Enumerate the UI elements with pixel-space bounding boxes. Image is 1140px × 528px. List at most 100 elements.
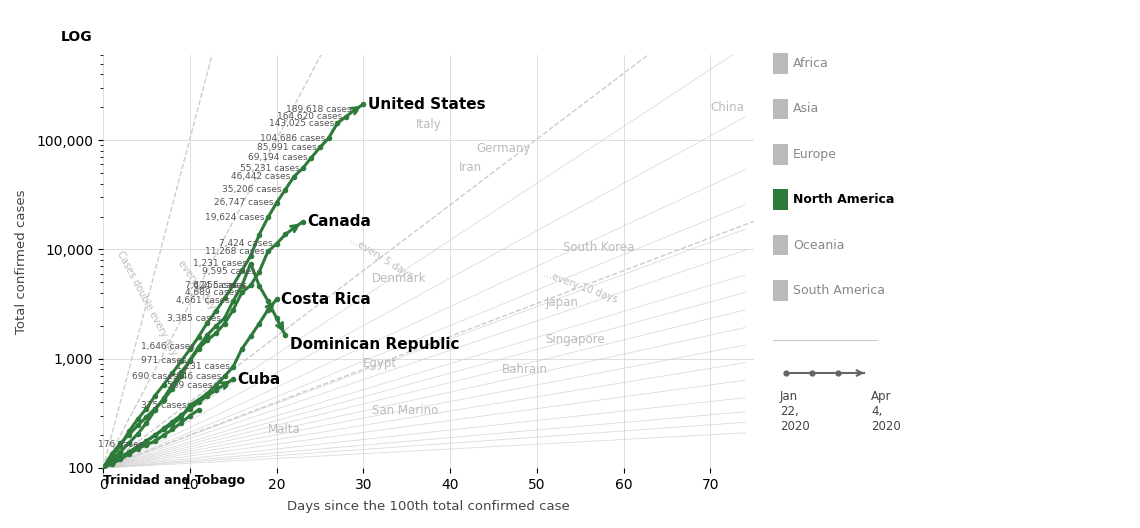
Point: [93, 464, 112, 472]
Point: [242, 281, 260, 290]
Point: [233, 281, 251, 290]
Text: Singapore: Singapore: [546, 333, 605, 346]
Point: [189, 406, 207, 414]
Text: 375 cases: 375 cases: [141, 401, 186, 410]
Point: [112, 448, 130, 456]
Point: [103, 453, 121, 461]
Point: [129, 442, 147, 450]
Text: 569 cases: 569 cases: [166, 381, 212, 390]
Point: [233, 288, 251, 297]
Point: [163, 380, 181, 389]
Point: [206, 307, 225, 315]
Point: [129, 415, 147, 423]
Text: Costa Rica: Costa Rica: [280, 292, 370, 307]
Point: [93, 464, 112, 472]
Text: Jan
22,
2020: Jan 22, 2020: [780, 390, 809, 432]
Point: [172, 411, 190, 419]
FancyBboxPatch shape: [773, 235, 788, 256]
Point: [242, 259, 260, 268]
Point: [215, 294, 234, 303]
Text: China: China: [710, 101, 744, 114]
Text: Apr
4,
2020: Apr 4, 2020: [871, 390, 901, 432]
Point: [206, 386, 225, 394]
Point: [181, 401, 199, 409]
Point: [146, 404, 164, 413]
Point: [93, 464, 112, 472]
Text: 846 cases: 846 cases: [176, 372, 221, 381]
Text: 3,385 cases: 3,385 cases: [168, 314, 221, 323]
Point: [112, 439, 130, 448]
Point: [189, 398, 207, 407]
Point: [206, 381, 225, 390]
Point: [225, 375, 243, 383]
Point: [268, 295, 286, 304]
Point: [215, 380, 234, 389]
Point: [112, 454, 130, 462]
Point: [155, 380, 173, 389]
Point: [215, 372, 234, 381]
Point: [198, 331, 217, 340]
FancyBboxPatch shape: [773, 53, 788, 74]
Point: [120, 439, 138, 447]
Text: 1,231 cases: 1,231 cases: [176, 362, 230, 371]
Text: 69,194 cases: 69,194 cases: [249, 153, 308, 162]
FancyBboxPatch shape: [773, 99, 788, 119]
Point: [172, 372, 190, 381]
Text: 690 cases: 690 cases: [132, 372, 178, 381]
Point: [215, 314, 234, 323]
Text: Asia: Asia: [792, 102, 820, 116]
Point: [129, 443, 147, 451]
Point: [137, 404, 155, 413]
Point: [103, 460, 121, 468]
Text: 1,231 cases: 1,231 cases: [193, 259, 247, 268]
Point: [285, 173, 303, 181]
Point: [181, 412, 199, 420]
Point: [259, 297, 277, 305]
Point: [293, 164, 311, 173]
Text: South America: South America: [792, 284, 885, 297]
Point: [233, 345, 251, 353]
Text: every 2 days: every 2 days: [177, 258, 221, 316]
Point: [163, 420, 181, 428]
Text: 19,624 cases: 19,624 cases: [205, 213, 264, 222]
Point: [163, 369, 181, 377]
Point: [198, 389, 217, 398]
Text: Italy: Italy: [415, 118, 441, 131]
Point: [225, 362, 243, 371]
FancyBboxPatch shape: [773, 190, 788, 210]
Text: LOG: LOG: [60, 31, 92, 44]
Text: 55,231 cases: 55,231 cases: [239, 164, 299, 173]
Point: [93, 464, 112, 472]
Point: [137, 413, 155, 421]
Text: ...every 10 days: ...every 10 days: [542, 269, 619, 305]
Point: [225, 281, 243, 289]
Point: [181, 404, 199, 413]
Point: [172, 418, 190, 427]
Text: Egypt: Egypt: [364, 357, 398, 370]
Text: 164,620 cases: 164,620 cases: [277, 112, 342, 121]
Text: 143,025 cases: 143,025 cases: [269, 119, 334, 128]
Point: [146, 391, 164, 400]
Point: [215, 319, 234, 328]
Point: [189, 343, 207, 351]
Point: [285, 224, 303, 232]
Point: [189, 344, 207, 353]
Point: [268, 240, 286, 248]
Point: [137, 419, 155, 427]
Text: ...every 5 days: ...every 5 days: [348, 234, 414, 281]
Text: Cuba: Cuba: [237, 372, 280, 386]
Point: [242, 252, 260, 260]
Point: [129, 445, 147, 453]
Point: [259, 213, 277, 222]
Text: Oceania: Oceania: [792, 239, 845, 251]
Point: [259, 306, 277, 314]
Point: [172, 413, 190, 422]
Text: 9,595 cases: 9,595 cases: [202, 267, 255, 276]
Point: [206, 322, 225, 331]
Text: 26,747 cases: 26,747 cases: [213, 199, 274, 208]
Point: [225, 297, 243, 305]
Text: South Korea: South Korea: [563, 241, 634, 253]
Point: [155, 425, 173, 433]
Text: 11,268 cases: 11,268 cases: [205, 247, 264, 256]
X-axis label: Days since the 100th total confirmed case: Days since the 100th total confirmed cas…: [287, 500, 570, 513]
